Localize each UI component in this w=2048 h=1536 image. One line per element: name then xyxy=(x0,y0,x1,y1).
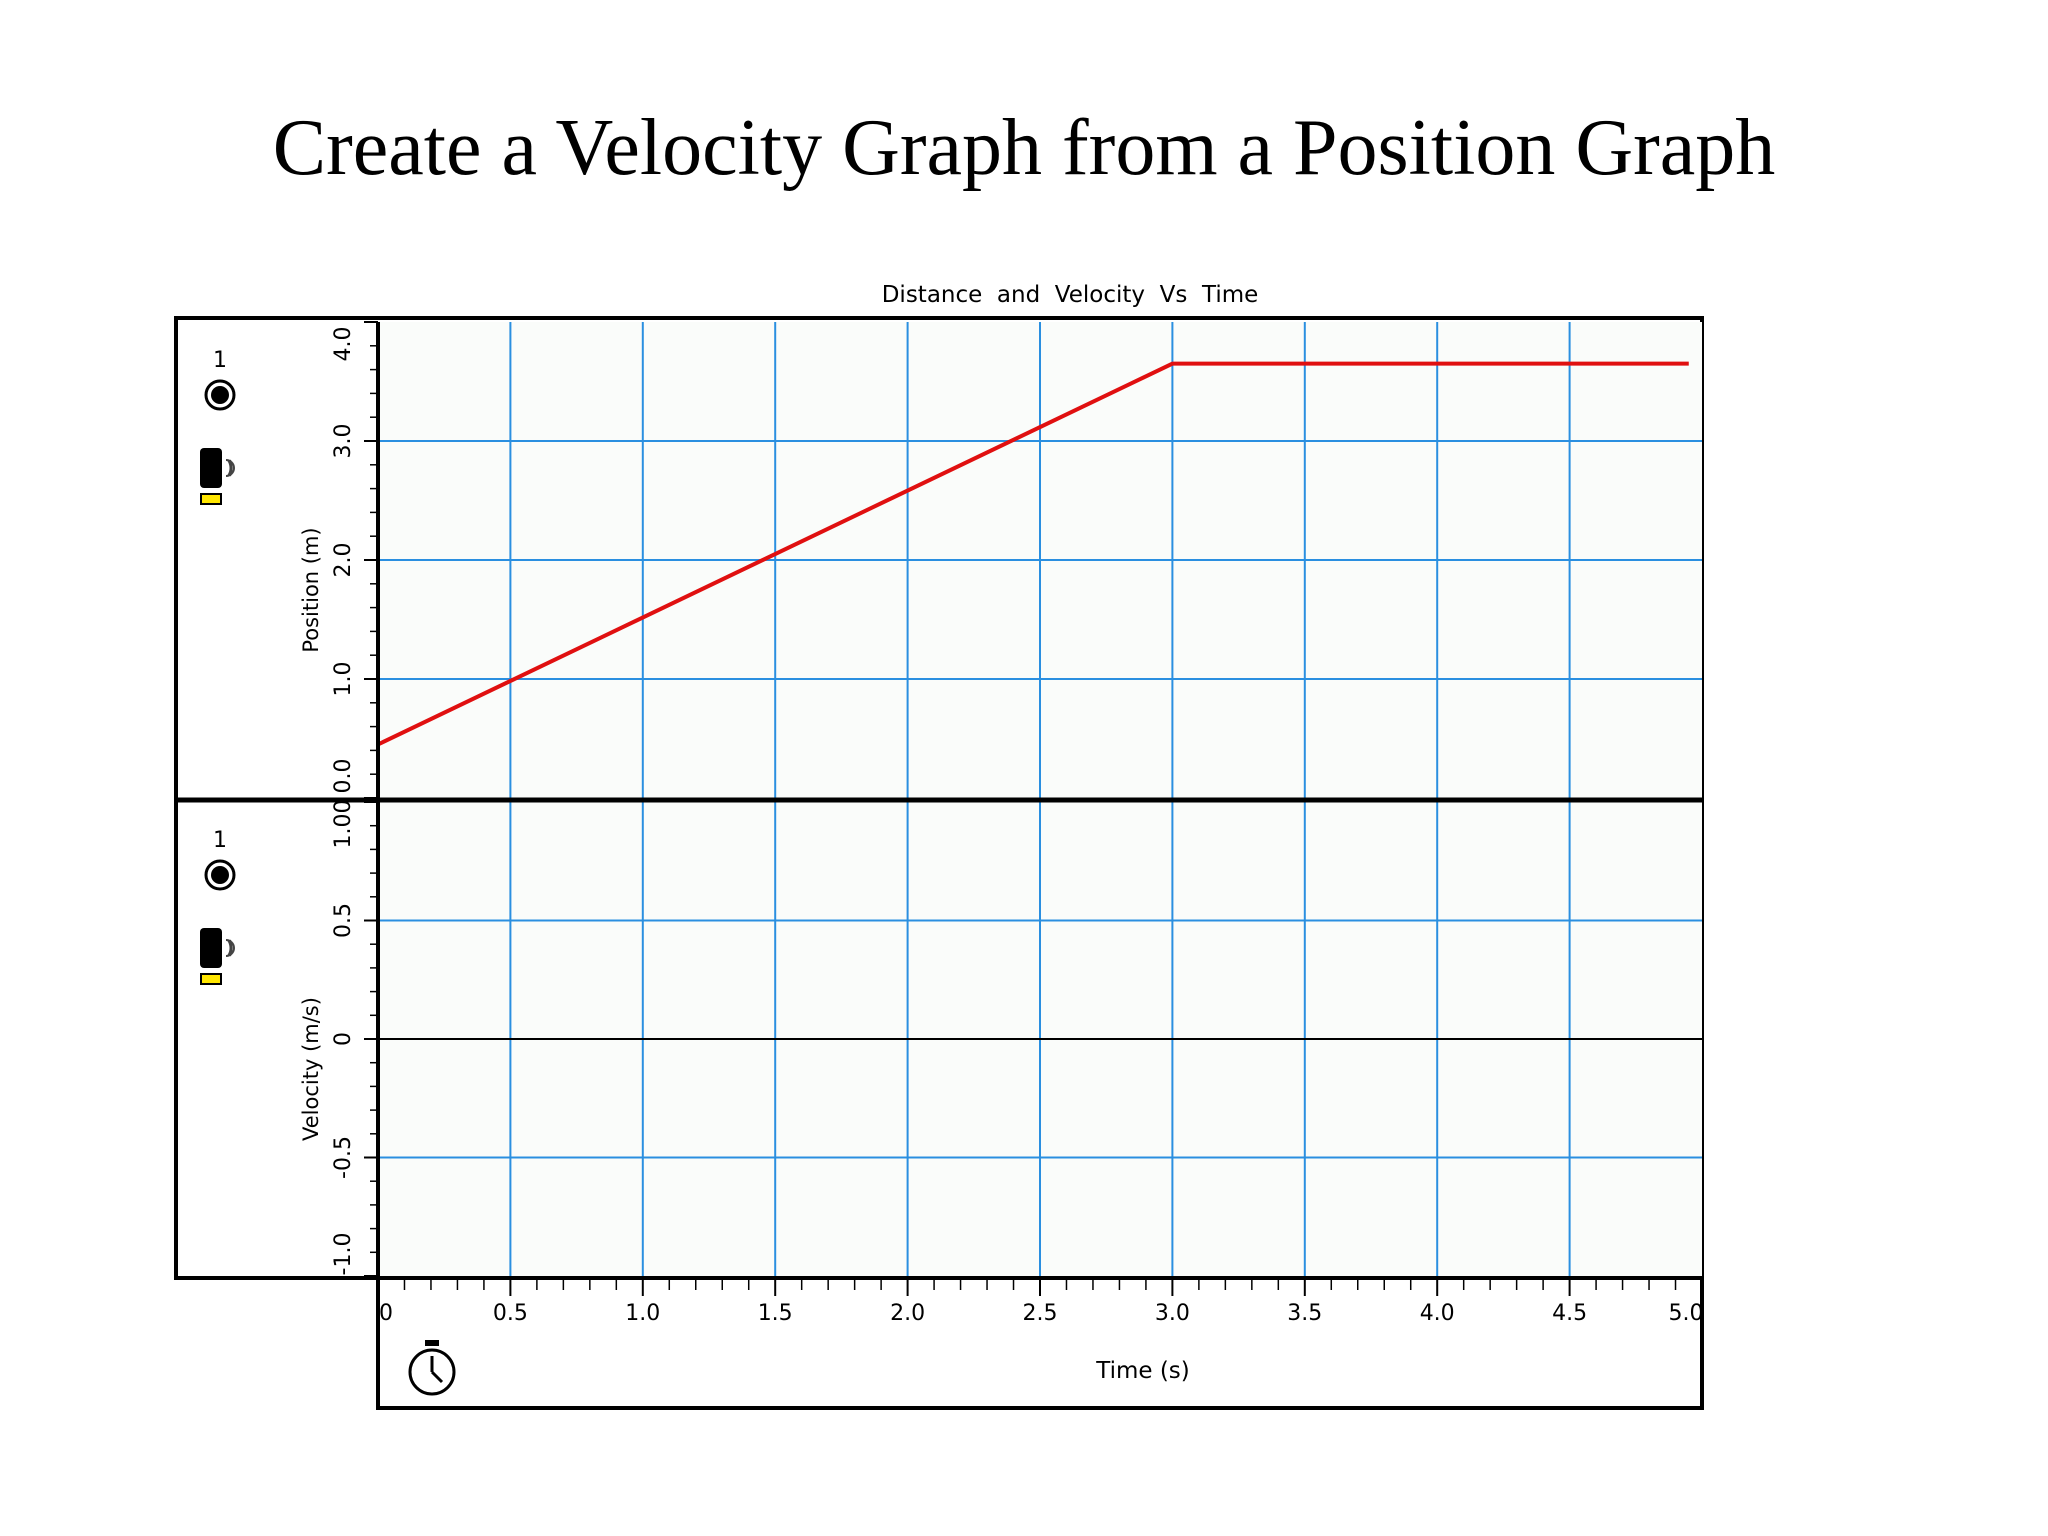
x-tick-label: 4.0 xyxy=(1420,1301,1455,1326)
circle-dot-center xyxy=(211,866,229,884)
y-axis-label: Velocity (m/s) xyxy=(299,997,323,1141)
stopwatch-hand xyxy=(430,1370,444,1384)
probe-number-label: 1 xyxy=(213,348,227,373)
y-tick-label: 0.0 xyxy=(331,759,356,794)
x-tick-label: 5.0 xyxy=(1669,1301,1704,1326)
y-tick-label: 3.0 xyxy=(331,424,356,459)
stopwatch-button xyxy=(425,1340,439,1346)
x-axis-label: Time (s) xyxy=(1095,1358,1190,1384)
y-tick-label: 1.00 xyxy=(331,800,356,849)
motion-sensor-icon xyxy=(200,448,235,505)
y-tick-label: 0 xyxy=(331,1032,356,1046)
x-tick-label: 0 xyxy=(379,1301,393,1326)
panel-velocity: -1.0 -0.5 0 0.5 1.00 Velocity (m/s) 1 xyxy=(213,800,1702,1277)
y-tick-label: -1.0 xyxy=(331,1233,356,1276)
x-tick-label: 4.5 xyxy=(1552,1301,1587,1326)
sensor-indicator xyxy=(200,973,222,985)
y-tick-label: 0.5 xyxy=(331,903,356,938)
sensor-wave xyxy=(227,939,232,957)
sensor-wave xyxy=(229,459,233,477)
circle-dot-icon xyxy=(204,379,236,411)
slide-title: Create a Velocity Graph from a Position … xyxy=(272,104,1776,192)
circle-dot-center xyxy=(211,386,229,404)
y-tick-label: -0.5 xyxy=(331,1136,356,1179)
sensor-body xyxy=(200,928,222,968)
x-tick-label: 0.5 xyxy=(493,1301,528,1326)
y-tick-label: 1.0 xyxy=(331,662,356,697)
sensor-wave xyxy=(227,459,232,477)
sensor-indicator xyxy=(200,493,222,505)
time-axis-frame xyxy=(376,1276,1704,1410)
stopwatch-icon xyxy=(408,1340,456,1396)
sensor-body xyxy=(200,448,222,488)
y-axis-label: Position (m) xyxy=(299,527,323,652)
x-tick-label: 2.5 xyxy=(1023,1301,1058,1326)
circle-dot-icon xyxy=(204,859,236,891)
x-tick-label: 3.5 xyxy=(1287,1301,1322,1326)
y-tick-label: 4.0 xyxy=(331,327,356,362)
x-tick-label: 1.5 xyxy=(758,1301,793,1326)
x-tick-label: 1.0 xyxy=(625,1301,660,1326)
probe-number-label: 1 xyxy=(213,828,227,853)
motion-sensor-icon xyxy=(200,928,235,985)
y-tick-label: 2.0 xyxy=(331,543,356,578)
panel-position: 0.0 1.0 2.0 3.0 4.0 Position (m) 1 xyxy=(213,321,1702,799)
x-tick-label: 3.0 xyxy=(1155,1301,1190,1326)
sensor-wave xyxy=(229,939,233,957)
chart-title: Distance and Velocity Vs Time xyxy=(882,282,1259,308)
x-tick-label: 2.0 xyxy=(890,1301,925,1326)
